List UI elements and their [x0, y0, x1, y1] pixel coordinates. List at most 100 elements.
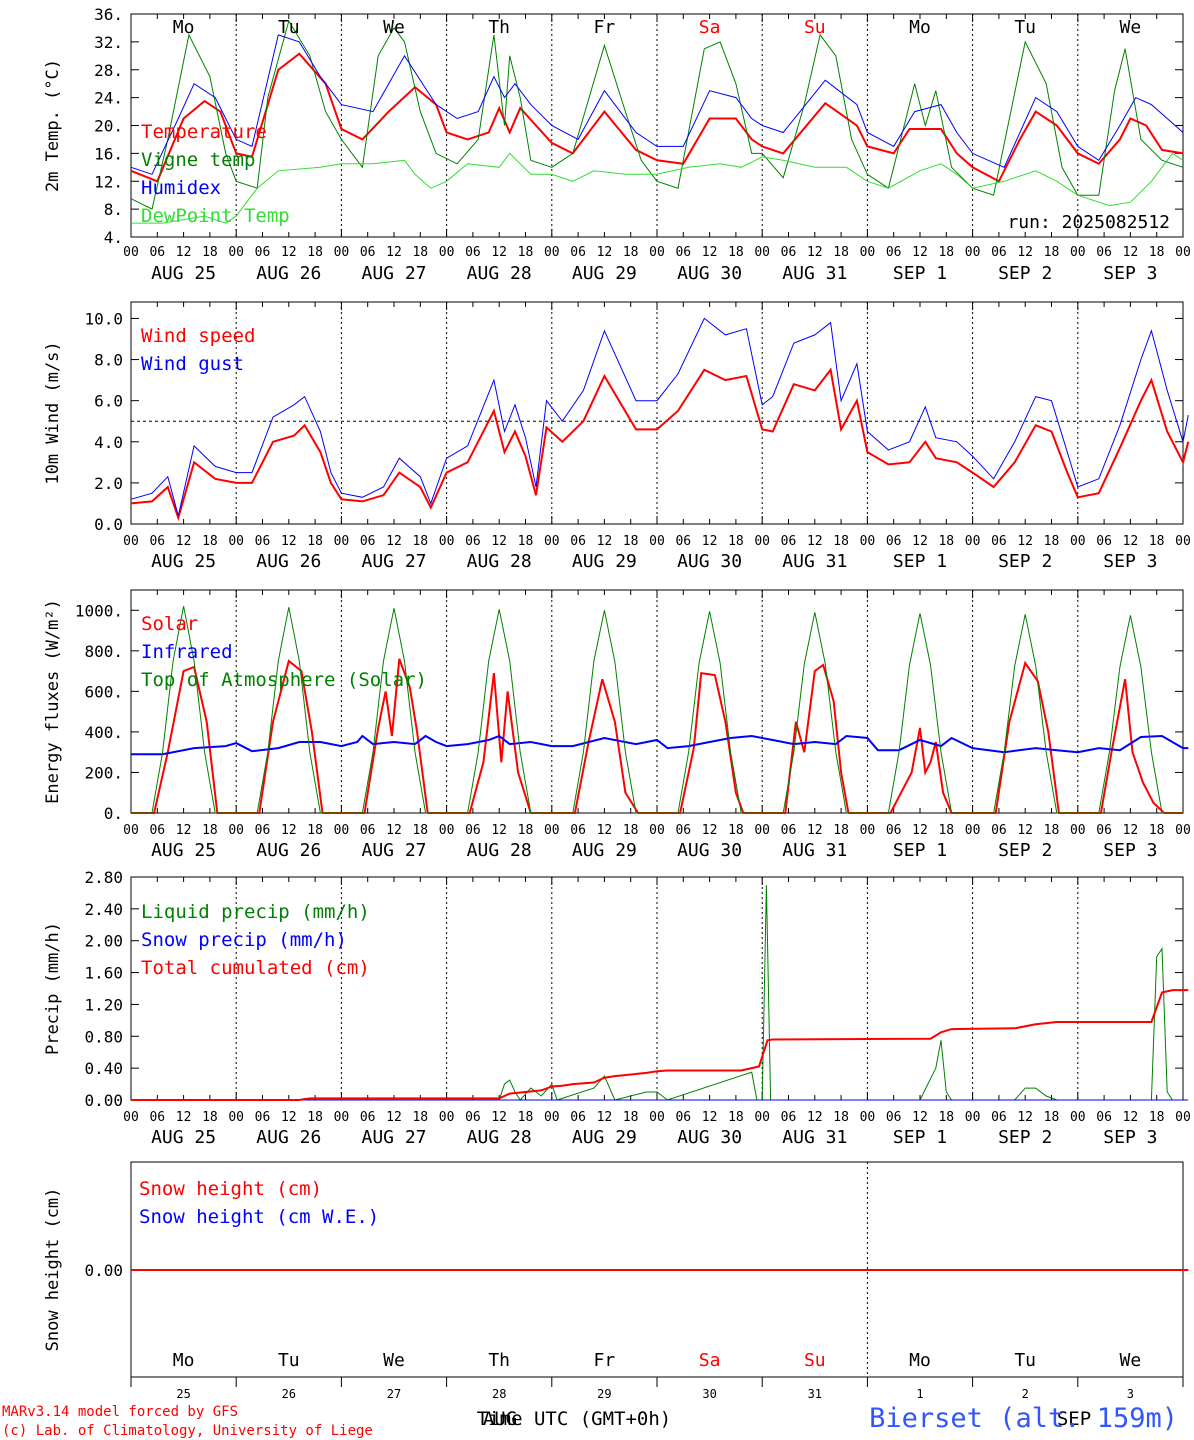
date-label: SEP 2: [998, 551, 1052, 572]
series-line: [131, 989, 1189, 1101]
hour-tick-label: 06: [675, 1110, 691, 1125]
hour-tick-label: 00: [228, 245, 244, 260]
y-axis-label: Snow height (cm): [43, 1188, 63, 1352]
hour-tick-label: 18: [623, 1110, 639, 1125]
y-tick-label: 12.: [94, 172, 123, 191]
hour-tick-label: 12: [807, 534, 823, 549]
hour-tick-label: 12: [807, 1110, 823, 1125]
weekday-label: Tu: [1014, 1350, 1036, 1371]
hour-tick-label: 18: [518, 245, 534, 260]
hour-tick-label: 06: [1096, 245, 1112, 260]
y-tick-label: 28.: [94, 61, 123, 80]
hour-tick-label: 12: [912, 534, 928, 549]
y-tick-label: 1000.: [75, 601, 123, 620]
y-tick-label: 24.: [94, 89, 123, 108]
hour-tick-label: 12: [281, 1110, 297, 1125]
run-label: run: 2025082512: [1007, 212, 1170, 233]
hour-tick-label: 12: [702, 823, 718, 838]
date-label: SEP 2: [998, 1127, 1052, 1148]
y-tick-label: 2.0: [94, 474, 123, 493]
y-tick-label: 400.: [84, 723, 123, 742]
credit-line-2: (c) Lab. of Climatology, University of L…: [2, 1423, 373, 1439]
hour-tick-label: 18: [202, 823, 218, 838]
hour-tick-label: 18: [307, 245, 323, 260]
legend-entry: Liquid precip (mm/h): [141, 901, 370, 923]
hour-tick-label: 06: [465, 1110, 481, 1125]
legend-entry: Total cumulated (cm): [141, 957, 370, 979]
hour-tick-label: 12: [176, 534, 192, 549]
date-label: AUG 28: [467, 1127, 532, 1148]
series-line: [131, 606, 1183, 814]
date-label: AUG 28: [467, 263, 532, 284]
y-axis-label: 10m Wind (m/s): [43, 341, 63, 484]
hour-tick-label: 06: [886, 823, 902, 838]
date-label: SEP 3: [1103, 551, 1157, 572]
hour-tick-label: 06: [570, 534, 586, 549]
hour-tick-label: 12: [281, 245, 297, 260]
hour-tick-label: 06: [360, 1110, 376, 1125]
date-label: AUG 25: [151, 840, 216, 861]
hour-tick-label: 06: [570, 823, 586, 838]
date-label: AUG 31: [782, 263, 847, 284]
series-line: [130, 367, 1190, 522]
panel-4: 0.00 0.40 0.80 1.20 1.60 2.00 2.40 2.80 Precip (…: [43, 868, 1191, 1148]
y-tick-label: 8.0: [94, 351, 123, 370]
hour-tick-label: 00: [754, 534, 770, 549]
hour-tick-label: 00: [1175, 823, 1191, 838]
hour-tick-label: 18: [1149, 1110, 1165, 1125]
date-label: AUG 28: [467, 551, 532, 572]
hour-tick-label: 00: [1175, 534, 1191, 549]
hour-tick-label: 12: [1017, 534, 1033, 549]
date-label: AUG 26: [256, 1127, 321, 1148]
hour-tick-label: 06: [149, 534, 165, 549]
hour-tick-label: 06: [149, 823, 165, 838]
hour-tick-label: 00: [649, 1110, 665, 1125]
hour-tick-label: 18: [938, 245, 954, 260]
hour-tick-label: 00: [1175, 245, 1191, 260]
hour-tick-label: 18: [938, 823, 954, 838]
hour-tick-label: 00: [439, 1110, 455, 1125]
hour-tick-label: 18: [412, 823, 428, 838]
day-number-label: 2: [1022, 1387, 1029, 1401]
panel-3: 0. 200. 400. 600. 800. 1000. Energy fluxes (W/…: [43, 589, 1191, 861]
hour-tick-label: 00: [754, 1110, 770, 1125]
legend-entry: Snow height (cm W.E.): [139, 1206, 379, 1228]
hour-tick-label: 06: [991, 534, 1007, 549]
weekday-label: Su: [804, 1350, 826, 1371]
hour-tick-label: 12: [1123, 823, 1139, 838]
series-line: [130, 34, 1184, 175]
date-label: AUG 29: [572, 1127, 637, 1148]
hour-tick-label: 00: [1070, 823, 1086, 838]
hour-tick-label: 18: [518, 823, 534, 838]
day-number-label: 29: [597, 1387, 611, 1401]
hour-tick-label: 06: [570, 245, 586, 260]
weekday-label: Mo: [909, 1350, 931, 1371]
hour-tick-label: 18: [412, 534, 428, 549]
y-tick-label: 600.: [84, 682, 123, 701]
legend-entry: Humidex: [141, 177, 221, 199]
y-tick-label: 0.0: [94, 515, 123, 534]
hour-tick-label: 06: [255, 534, 271, 549]
hour-tick-label: 18: [307, 823, 323, 838]
date-label: AUG 31: [782, 1127, 847, 1148]
hour-tick-label: 00: [965, 823, 981, 838]
y-tick-label: 36.: [94, 5, 123, 24]
legend-entry: Snow precip (mm/h): [141, 929, 347, 951]
hour-tick-label: 12: [176, 1110, 192, 1125]
legend-entry: Solar: [141, 613, 198, 635]
hour-tick-label: 06: [991, 245, 1007, 260]
hour-tick-label: 12: [386, 823, 402, 838]
date-label: SEP 3: [1103, 840, 1157, 861]
legend-entry: Temperature: [141, 121, 267, 143]
weekday-label: Fr: [594, 17, 616, 38]
hour-tick-label: 12: [176, 245, 192, 260]
day-number-label: 3: [1127, 1387, 1134, 1401]
hour-tick-label: 18: [728, 823, 744, 838]
weekday-label: Su: [804, 17, 826, 38]
date-label: AUG 26: [256, 840, 321, 861]
hour-tick-label: 00: [544, 534, 560, 549]
day-number-label: 1: [916, 1387, 923, 1401]
legend-entry: Wind gust: [141, 353, 244, 375]
hour-tick-label: 12: [386, 534, 402, 549]
hour-tick-label: 18: [202, 534, 218, 549]
